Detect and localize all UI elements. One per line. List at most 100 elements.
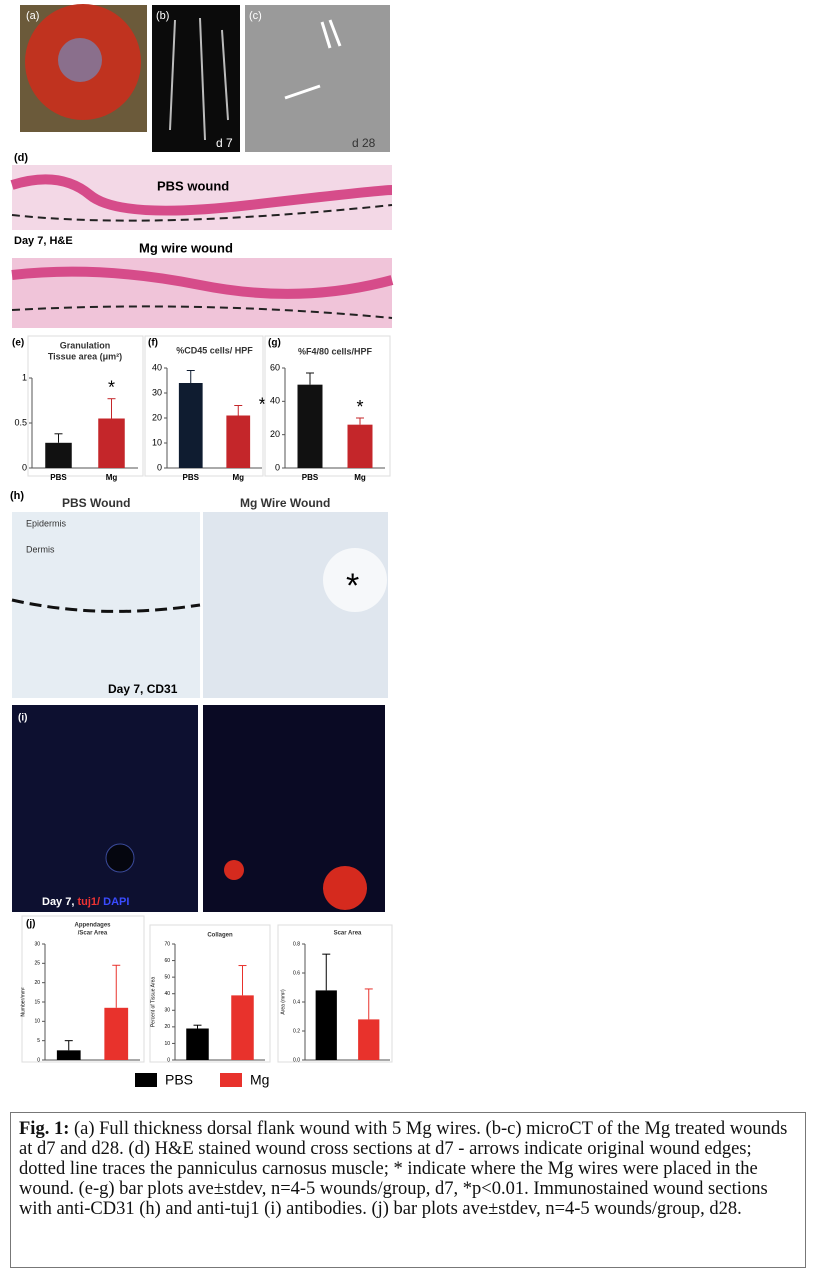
y-tick-label: 0.5 [14, 417, 27, 427]
image-label: PBS Wound [62, 496, 130, 510]
image-label: Day 7, H&E [14, 235, 73, 247]
panel-label: (g) [268, 338, 281, 349]
chart-title: %CD45 cells/ HPF [176, 345, 253, 355]
wires [169, 17, 229, 141]
chart-title: /Scar Area [78, 931, 108, 937]
annotation: * [259, 394, 266, 414]
chart-title: Granulation [60, 340, 111, 350]
chart-frame [264, 335, 391, 477]
image-label: Mg Wire Wound [240, 496, 330, 510]
y-tick-label: 30 [152, 387, 162, 397]
label-part: tuj1/ [77, 896, 100, 908]
label-part: Day 7, [42, 896, 74, 908]
chart-frame [149, 924, 271, 1063]
y-tick-label: 10 [164, 1041, 170, 1047]
y-tick-label: 0.6 [293, 970, 300, 976]
legend-swatch [135, 1073, 157, 1087]
cd31-pbs [12, 512, 200, 698]
tuj1-signal [224, 860, 244, 880]
bar [358, 1019, 380, 1060]
panel-label: (f) [148, 338, 158, 349]
chart-title: Scar Area [334, 931, 362, 937]
caption: Fig. 1: (a) Full thickness dorsal flank … [10, 1112, 806, 1268]
y-tick-label: 0.2 [293, 1028, 300, 1034]
legend-label: Mg [250, 1072, 269, 1088]
y-tick-label: 0 [275, 462, 280, 472]
y-tick-label: 10 [152, 437, 162, 447]
x-tick-label: Mg [354, 473, 366, 482]
y-tick-label: 60 [164, 958, 170, 964]
image-label: d 28 [352, 136, 376, 150]
y-tick-label: 0 [22, 462, 27, 472]
y-axis-label: Area (mm²) [280, 989, 286, 1015]
bar [178, 383, 203, 468]
y-tick-label: 40 [270, 396, 280, 406]
y-tick-label: 60 [270, 362, 280, 372]
y-tick-label: 0.0 [293, 1057, 300, 1063]
panel-label: (h) [10, 490, 24, 502]
dotted-line [11, 204, 393, 222]
photo-b [152, 5, 240, 152]
y-tick-label: 0 [37, 1057, 40, 1063]
bar [231, 995, 254, 1060]
y-tick-label: 15 [34, 999, 40, 1005]
bar [315, 990, 337, 1060]
caption-label: Fig. 1: [19, 1119, 70, 1139]
y-axis-label: Number/mm² [20, 987, 26, 1017]
y-tick-label: 20 [34, 980, 40, 986]
wire-hole [323, 548, 387, 612]
legend-swatch [220, 1073, 242, 1087]
y-tick-label: 0.4 [293, 999, 300, 1005]
figure: (a) (b) (c) d 7 d 28 (d) PBS wound Day 7… [10, 4, 394, 1088]
y-tick-label: 0 [167, 1057, 170, 1063]
image-label: Day 7, tuj1/ DAPI [42, 896, 129, 908]
image-label: d 7 [216, 136, 233, 150]
y-tick-label: 30 [164, 1008, 170, 1014]
epidermis-stain [11, 266, 394, 299]
y-tick-label: 0.8 [293, 941, 300, 947]
y-tick-label: 30 [34, 941, 40, 947]
caption-text: (a) Full thickness dorsal flank wound wi… [19, 1119, 788, 1219]
chart-frame [21, 915, 145, 1063]
panel-label: (b) [156, 10, 169, 22]
annotation: * [108, 377, 115, 397]
wound [58, 38, 102, 82]
bar [104, 1007, 129, 1060]
panel-label: (i) [18, 713, 27, 724]
chart-title: Appendages [74, 923, 111, 929]
wires [284, 19, 342, 100]
x-tick-label: Mg [232, 473, 244, 482]
panel-label: (c) [249, 10, 262, 22]
x-tick-label: PBS [302, 473, 319, 482]
y-tick-label: 20 [152, 412, 162, 422]
y-tick-label: 1 [22, 372, 27, 382]
bar [98, 418, 125, 468]
y-tick-label: 20 [270, 429, 280, 439]
tuj1-signal [323, 866, 367, 910]
bar [297, 384, 323, 468]
chart-title: Collagen [207, 933, 233, 939]
annotation: * [356, 397, 363, 417]
y-tick-label: 40 [152, 362, 162, 372]
x-tick-label: Mg [106, 473, 118, 482]
y-axis-label: Percent of Tissue Area [150, 977, 156, 1028]
x-tick-label: PBS [50, 473, 67, 482]
y-tick-label: 70 [164, 941, 170, 947]
y-tick-label: 0 [157, 462, 162, 472]
panel-label: (j) [26, 919, 35, 930]
tuj1-pbs [12, 705, 198, 912]
chart-title: %F4/80 cells/HPF [298, 346, 373, 356]
y-tick-label: 40 [164, 991, 170, 997]
y-tick-label: 20 [164, 1024, 170, 1030]
label-part: DAPI [103, 896, 129, 908]
bar [226, 415, 251, 468]
photo-c [245, 5, 390, 152]
dotted-line [11, 305, 393, 319]
y-tick-label: 10 [34, 1019, 40, 1025]
y-tick-label: 50 [164, 974, 170, 980]
bar [56, 1050, 81, 1060]
image-label: Dermis [26, 544, 55, 554]
image-label: Mg wire wound [139, 240, 233, 255]
panel-label: (e) [12, 338, 24, 349]
